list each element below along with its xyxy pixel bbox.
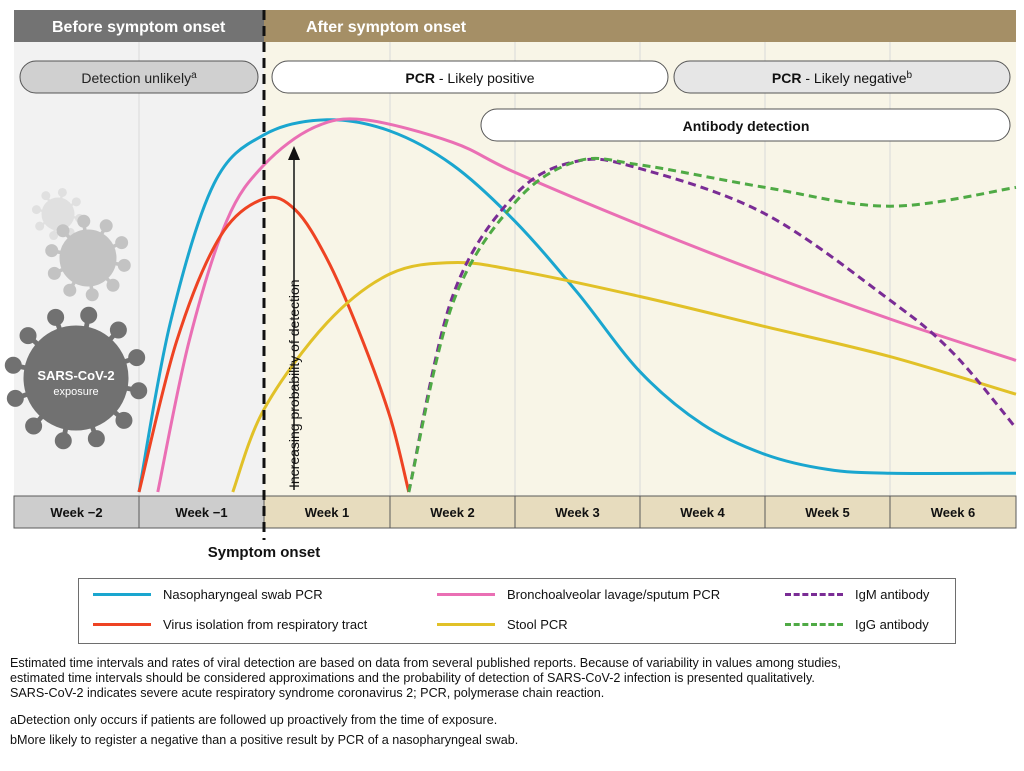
after-onset-header-label: After symptom onset — [306, 19, 467, 36]
y-axis-label: Increasing probability of detection — [286, 279, 302, 488]
detection-unlikely-label: Detection unlikely — [81, 70, 191, 86]
legend-label-stool: Stool PCR — [507, 617, 568, 632]
week-tick-label: Week 6 — [931, 505, 976, 520]
series-line-virus-isolation-from-respiratory-tract — [137, 195, 411, 493]
week-tick-label: Week −1 — [175, 505, 227, 520]
week-cell: Week −2 — [13, 495, 140, 529]
legend-label-igm: IgM antibody — [855, 587, 930, 602]
pcr-negative-sup: b — [907, 70, 913, 81]
legend-swatch-igm — [785, 593, 843, 596]
footnote-a: aDetection only occurs if patients are f… — [10, 713, 498, 727]
week-tick-label: Week 1 — [305, 505, 350, 520]
medium-virus-icon — [45, 214, 131, 302]
series-line-nasopharyngeal-swab-pcr — [137, 118, 1017, 493]
week-cell: Week 6 — [889, 495, 1017, 529]
week-tick-label: Week −2 — [50, 505, 102, 520]
week-tick-label: Week 4 — [680, 505, 725, 520]
week-tick-label: Week 2 — [430, 505, 475, 520]
legend-label-nasopharyngeal: Nasopharyngeal swab PCR — [163, 587, 323, 602]
legend-item-virus-isolation: Virus isolation from respiratory tract — [93, 617, 367, 632]
series-line-stool-pcr — [231, 261, 1017, 493]
week-axis: Week −2 Week −1 Week 1 Week 2 Week 3 Week 4 We… — [13, 495, 1017, 529]
after-onset-header — [264, 10, 1016, 42]
y-axis-arrow — [288, 146, 300, 490]
legend-label-igg: IgG antibody — [855, 617, 929, 632]
legend-item-nasopharyngeal: Nasopharyngeal swab PCR — [93, 587, 323, 602]
legend-item-bronchoalveolar: Bronchoalveolar lavage/sputum PCR — [437, 587, 720, 602]
week-tick-label: Week 5 — [805, 505, 850, 520]
series-layer — [137, 117, 1018, 493]
note-line-3: SARS-CoV-2 indicates severe acute respir… — [10, 686, 605, 700]
antibody-detection-label: Antibody detection — [683, 118, 810, 134]
legend-label-virus-isolation: Virus isolation from respiratory tract — [163, 617, 368, 632]
window-detection-unlikely: Detection unlikelya — [19, 60, 259, 94]
detection-unlikely-sup: a — [191, 70, 197, 81]
week-cell: Week −1 — [138, 495, 265, 529]
week-cell: Week 3 — [514, 495, 641, 529]
legend-swatch-bronchoalveolar — [437, 593, 495, 596]
window-pcr-likely-positive: PCR - Likely positive — [271, 60, 669, 94]
symptom-onset-label: Symptom onset — [208, 544, 321, 560]
series-line-igg-antibody — [407, 156, 1017, 493]
before-onset-header — [14, 10, 264, 42]
legend-swatch-nasopharyngeal — [93, 593, 151, 596]
series-line-bronchoalveolar-lavage-sputum-pcr — [156, 117, 1017, 493]
week-cell: Week 5 — [764, 495, 891, 529]
legend-swatch-stool — [437, 623, 495, 626]
legend-item-igm: IgM antibody — [785, 587, 929, 602]
before-onset-header-label: Before symptom onset — [52, 19, 226, 36]
week-cell: Week 4 — [639, 495, 766, 529]
virus-icon — [4, 187, 148, 450]
window-pcr-likely-negative: PCR - Likely negativeb — [673, 60, 1011, 94]
detection-timeline-chart: Before symptom onset After symptom onset… — [4, 10, 1018, 560]
window-antibody-detection: Antibody detection — [480, 108, 1011, 142]
legend-label-bronchoalveolar: Bronchoalveolar lavage/sputum PCR — [507, 587, 721, 602]
pcr-positive-label-bold: PCR — [405, 70, 435, 86]
legend-item-stool: Stool PCR — [437, 617, 568, 632]
legend-swatch-virus-isolation — [93, 623, 151, 626]
legend: Nasopharyngeal swab PCR Virus isolation … — [78, 578, 956, 644]
large-virus-icon — [4, 306, 148, 450]
note-line-2: estimated time intervals should be consi… — [10, 671, 815, 685]
pcr-negative-label-bold: PCR — [772, 70, 802, 86]
figure-notes: Estimated time intervals and rates of vi… — [10, 656, 1014, 748]
svg-text:PCR - Likely negativeb: PCR - Likely negativeb — [772, 70, 913, 86]
legend-swatch-igg — [785, 623, 843, 626]
note-line-1: Estimated time intervals and rates of vi… — [10, 656, 841, 670]
week-cell: Week 2 — [389, 495, 516, 529]
svg-text:Detection unlikelya: Detection unlikelya — [81, 70, 197, 86]
week-tick-label: Week 3 — [555, 505, 600, 520]
svg-text:PCR - Likely positive: PCR - Likely positive — [405, 70, 534, 86]
legend-item-igg: IgG antibody — [785, 617, 929, 632]
exposure-label-line2: exposure — [53, 386, 98, 398]
week-cell: Week 1 — [263, 495, 391, 529]
pcr-positive-label-rest: - Likely positive — [435, 70, 535, 86]
footnote-b: bMore likely to register a negative than… — [10, 733, 519, 747]
pcr-negative-label-rest: - Likely negative — [801, 70, 906, 86]
series-line-igm-antibody — [407, 157, 1018, 493]
exposure-label-line1: SARS-CoV-2 — [37, 368, 114, 383]
